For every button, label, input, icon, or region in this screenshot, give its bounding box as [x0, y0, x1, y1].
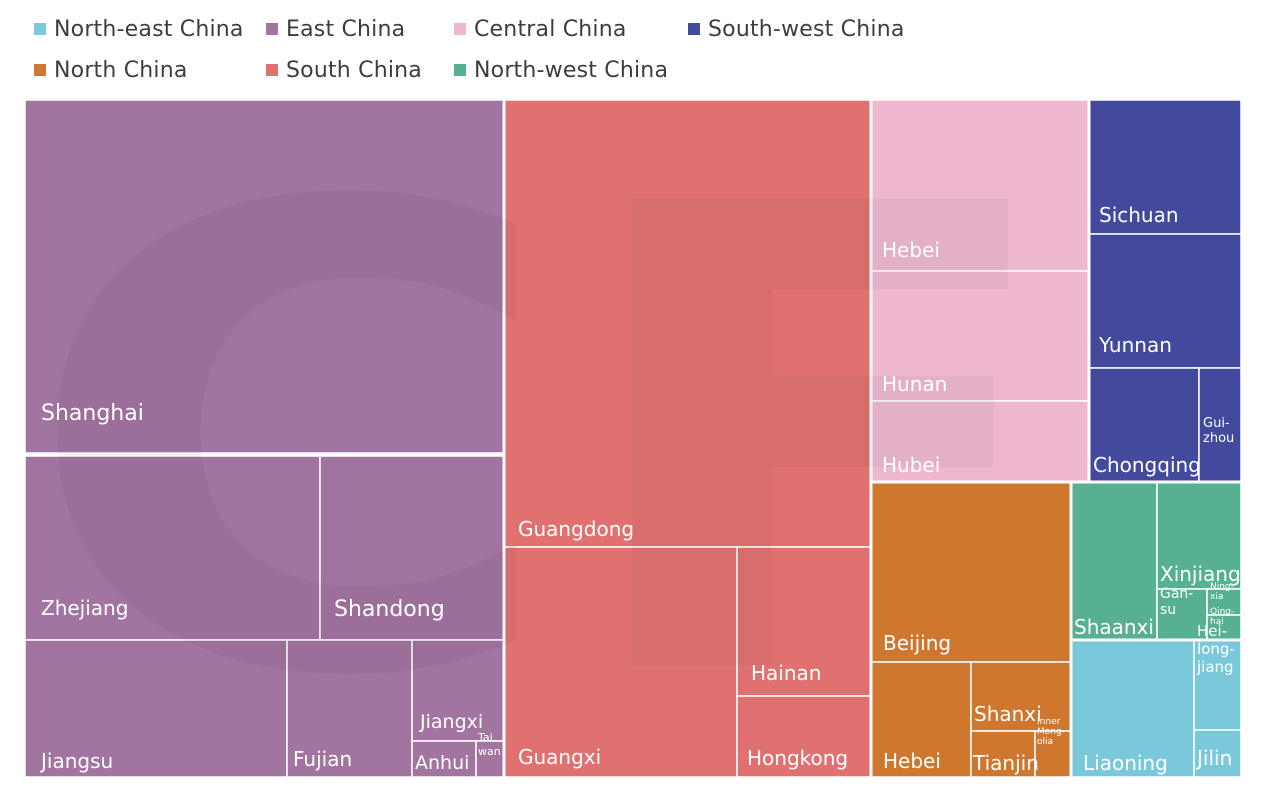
tile-label-south-west-china-gui-zhou: Gui-zhou	[1203, 416, 1234, 446]
tile-east-china-shanghai[interactable]	[24, 99, 505, 454]
tile-south-west-china-yunnan[interactable]	[1088, 233, 1242, 369]
tile-label-north-east-china-hei-long-jiang: Hei-long-jiang	[1196, 622, 1235, 676]
tile-north-china-shanxi[interactable]	[970, 661, 1072, 732]
legend-swatch	[454, 64, 466, 76]
tile-east-china-tai-wan[interactable]	[475, 740, 505, 778]
legend-label: South China	[286, 57, 422, 83]
tile-label-east-china-anhui: Anhui	[415, 752, 469, 774]
watermark: CF	[20, 71, 1070, 808]
legend-item-central-china[interactable]: Central China	[454, 14, 627, 44]
legend-label: East China	[286, 16, 406, 42]
tile-north-east-china-jilin[interactable]	[1193, 729, 1242, 778]
tile-label-north-china-tianjin: Tianjin	[972, 751, 1039, 775]
legend-swatch	[688, 23, 700, 35]
tile-label-east-china-shanghai: Shanghai	[41, 401, 144, 426]
tile-label-south-west-china-chongqing: Chongqing	[1093, 453, 1201, 477]
tile-label-north-china-beijing: Beijing	[883, 631, 951, 655]
tile-label-north-west-china-shaanxi: Shaanxi	[1074, 615, 1154, 639]
legend-label: Central China	[474, 16, 627, 42]
tile-label-east-china-fujian: Fujian	[293, 747, 352, 771]
tile-south-china-guangdong[interactable]	[503, 99, 872, 548]
tile-label-north-east-china-jilin: Jilin	[1195, 746, 1232, 770]
legend-item-south-west-china[interactable]: South-west China	[688, 14, 905, 44]
tile-label-south-china-hongkong: Hongkong	[747, 746, 848, 770]
tile-south-west-china-gui-zhou[interactable]	[1198, 367, 1242, 483]
tile-label-east-china-tai-wan: Tai wan	[477, 731, 501, 758]
tile-south-china-hongkong[interactable]	[736, 695, 872, 778]
tile-label-east-china-zhejiang: Zhejiang	[41, 596, 128, 620]
tile-label-north-west-china-xinjiang: Xinjiang	[1160, 562, 1241, 586]
legend-swatch	[34, 64, 46, 76]
legend-swatch	[34, 23, 46, 35]
tile-central-china-hunan[interactable]	[870, 270, 1090, 402]
tile-label-east-china-jiangsu: Jiangsu	[39, 749, 113, 773]
legend-label: North China	[54, 57, 188, 83]
tile-north-east-china-hei-long-jiang[interactable]	[1193, 639, 1242, 731]
tile-label-north-west-china-gan-su: Gan-su	[1160, 586, 1193, 618]
legend-swatch	[454, 23, 466, 35]
tile-east-china-jiangxi[interactable]	[411, 639, 505, 742]
tile-label-north-west-china-qing-hai: Qing-hai	[1210, 607, 1234, 627]
tile-central-china-hubei[interactable]	[870, 400, 1090, 483]
tile-east-china-anhui[interactable]	[411, 740, 477, 778]
tile-north-china-inner-mong-olia[interactable]	[1034, 730, 1072, 778]
tile-south-china-guangxi[interactable]	[503, 546, 738, 778]
legend-item-south-china[interactable]: South China	[266, 55, 422, 85]
tile-label-north-east-china-liaoning: Liaoning	[1083, 751, 1168, 775]
tile-central-china-hebei[interactable]	[870, 99, 1090, 272]
tile-label-south-china-hainan: Hainan	[751, 661, 821, 685]
legend-label: North-west China	[474, 57, 669, 83]
tile-south-west-china-sichuan[interactable]	[1088, 99, 1242, 235]
tile-east-china-jiangsu[interactable]	[24, 639, 288, 778]
tile-east-china-zhejiang[interactable]	[24, 455, 321, 641]
tile-label-south-west-china-yunnan: Yunnan	[1098, 333, 1172, 357]
tile-label-south-west-china-sichuan: Sichuan	[1099, 203, 1179, 227]
legend-item-north-east-china[interactable]: North-east China	[34, 14, 244, 44]
tile-label-south-china-guangdong: Guangdong	[518, 517, 634, 541]
tile-label-north-west-china-ning-xia: Ning-xia	[1210, 582, 1234, 602]
tile-label-east-china-shandong: Shandong	[334, 597, 445, 622]
legend-swatch	[266, 23, 278, 35]
tile-south-china-hainan[interactable]	[736, 546, 872, 697]
tile-east-china-fujian[interactable]	[286, 639, 413, 778]
legend-label: South-west China	[708, 16, 905, 42]
tile-label-north-china-hebei: Hebei	[883, 749, 941, 773]
tile-north-west-china-ning-xia[interactable]	[1206, 588, 1242, 616]
legend-item-east-china[interactable]: East China	[266, 14, 405, 44]
legend-label: North-east China	[54, 16, 244, 42]
tile-label-east-china-jiangxi: Jiangxi	[419, 711, 483, 733]
legend-swatch	[266, 64, 278, 76]
tile-label-south-china-guangxi: Guangxi	[518, 745, 601, 769]
legend-item-north-west-china[interactable]: North-west China	[454, 55, 668, 85]
tile-label-north-china-inner-mong-olia: Inner Mong-olia	[1037, 717, 1065, 747]
tile-label-central-china-hubei: Hubei	[882, 453, 940, 477]
legend: North-east China East China Central China S…	[0, 0, 1267, 95]
tile-label-north-china-shanxi: Shanxi	[974, 702, 1042, 726]
tile-label-central-china-hebei: Hebei	[882, 238, 940, 262]
legend-item-north-china[interactable]: North China	[34, 55, 188, 85]
tile-label-central-china-hunan: Hunan	[882, 372, 947, 396]
